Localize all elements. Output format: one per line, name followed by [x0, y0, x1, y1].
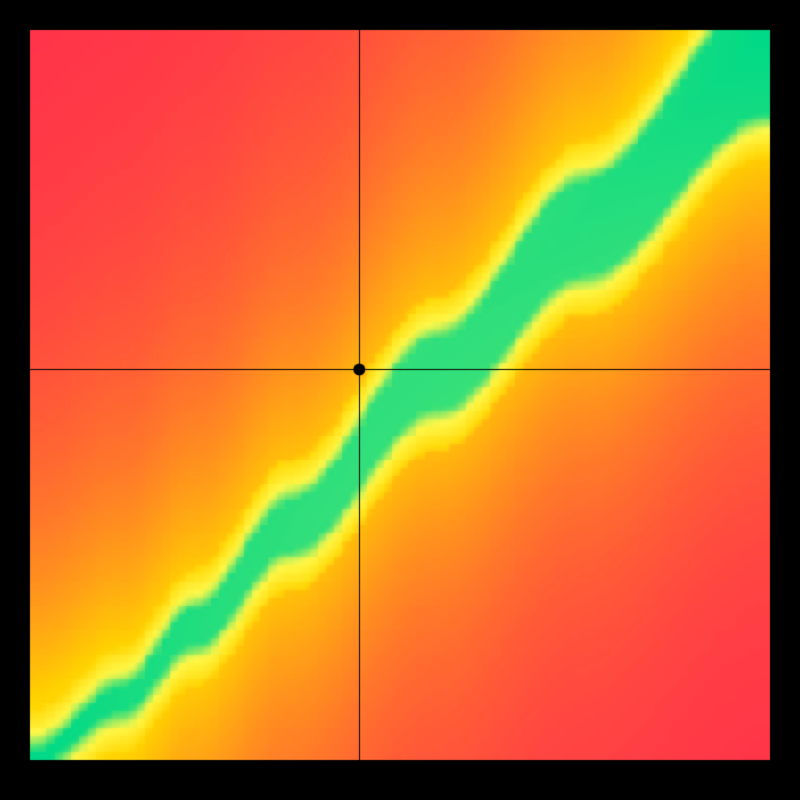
heatmap-canvas: [0, 0, 800, 800]
root-container: TheBottleneck.com: [0, 0, 800, 800]
